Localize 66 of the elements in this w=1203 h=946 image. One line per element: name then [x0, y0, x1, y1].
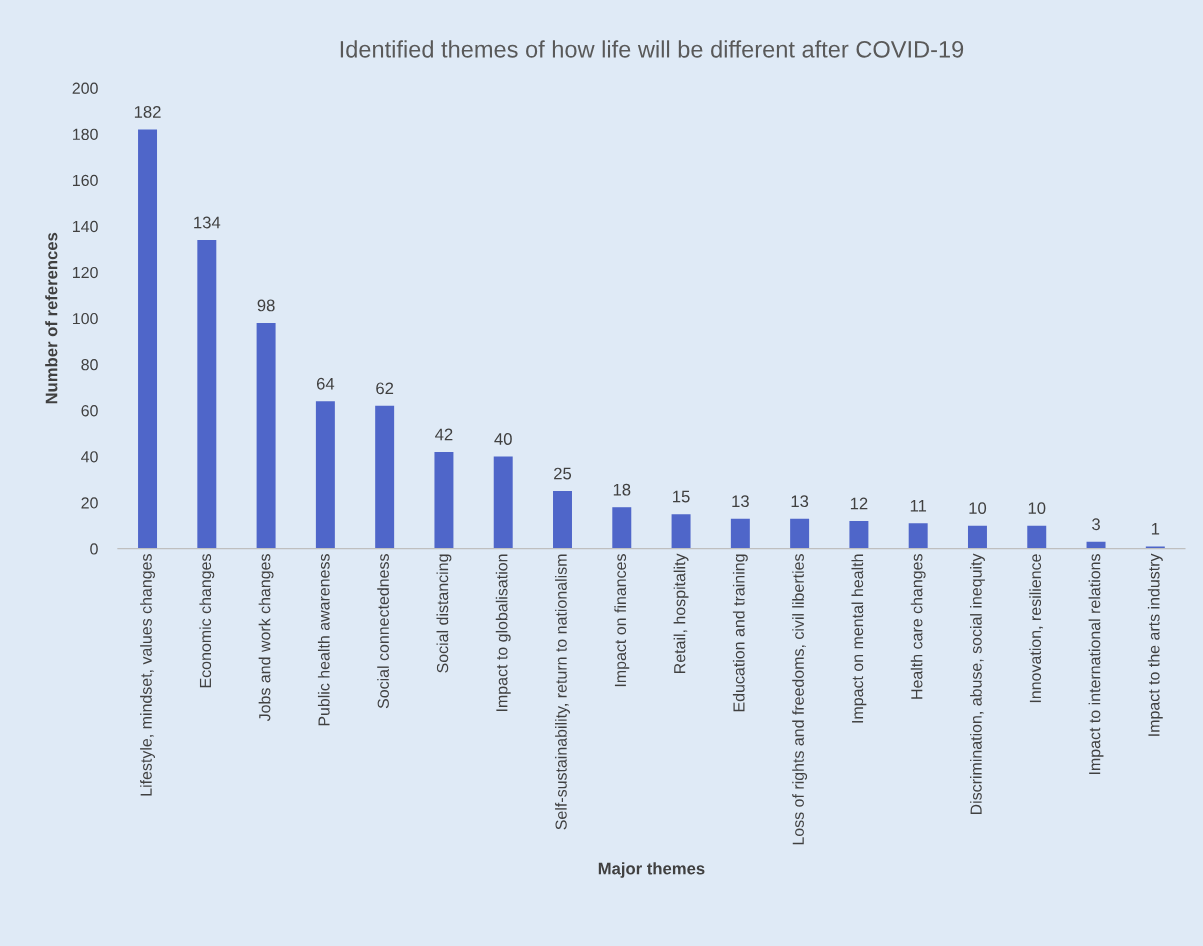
data-label: 13 [732, 495, 749, 508]
y-tick-label: 120 [73, 266, 98, 279]
data-label: 10 [969, 502, 987, 515]
data-label: 64 [316, 377, 335, 390]
data-label: 13 [791, 495, 809, 508]
bar [138, 129, 158, 549]
bar [967, 525, 987, 549]
x-tick-label: Impact on mental health [851, 554, 867, 723]
y-tick-label: 100 [73, 312, 98, 325]
y-tick-label: 0 [90, 543, 98, 555]
bar [493, 456, 513, 549]
x-tick-label: Health care changes [910, 554, 926, 699]
bar [1027, 525, 1047, 549]
bar [790, 518, 810, 549]
data-label: 18 [613, 483, 631, 496]
x-tick-label: Social distancing [436, 554, 452, 673]
x-tick-label: Innovation, resilience [1029, 554, 1043, 703]
x-axis-title: Major themes [598, 862, 705, 878]
y-axis-title: Number of references [45, 232, 58, 404]
bar [375, 405, 395, 549]
bar [612, 507, 632, 549]
y-tick-label: 180 [73, 128, 98, 140]
x-tick-label: Impact to globalisation [495, 554, 511, 711]
data-label: 1 [1151, 523, 1160, 535]
x-tick-label: Loss of rights and freedoms, civil liberties [792, 554, 808, 845]
bar [671, 514, 691, 549]
bar [908, 523, 928, 549]
data-label: 62 [376, 382, 394, 395]
y-tick-label: 140 [73, 220, 98, 233]
bar [256, 322, 276, 549]
data-label: 40 [494, 433, 512, 445]
bar [730, 518, 750, 549]
bar [849, 521, 869, 549]
data-label: 25 [554, 467, 572, 480]
x-tick-label: Education and training [732, 554, 748, 712]
x-tick-label: Self-sustainability, return to nationalism [555, 554, 570, 830]
y-tick-label: 20 [81, 497, 98, 509]
data-label: 134 [194, 216, 221, 229]
bar [434, 451, 454, 549]
x-tick-label: Social connectedness [377, 554, 389, 709]
x-tick-label: Public health awareness [317, 554, 330, 726]
y-tick-label: 200 [72, 82, 98, 94]
data-label: 12 [850, 497, 868, 510]
data-label: 182 [134, 106, 161, 118]
y-tick-label: 60 [81, 405, 98, 417]
y-tick-label: 160 [73, 174, 98, 187]
x-tick-label: Jobs and work changes [258, 554, 274, 722]
y-tick-label: 40 [81, 451, 98, 463]
x-tick-label: Impact on finances [614, 554, 630, 687]
data-label: 10 [1028, 502, 1046, 515]
bar [197, 240, 217, 549]
data-label: 11 [910, 500, 927, 512]
chart-title: Identified themes of how life will be different after COVID-19 [340, 40, 964, 58]
bar [315, 401, 335, 549]
data-label: 3 [1092, 518, 1100, 531]
y-tick-label: 80 [81, 359, 98, 371]
x-tick-label: Retail, hospitality [673, 553, 689, 673]
x-tick-label: Impact to international relations [1088, 554, 1104, 775]
data-label: 98 [257, 299, 275, 312]
x-tick-label: Lifestyle, mindset, values changes [140, 554, 155, 796]
data-label: 15 [673, 490, 690, 503]
x-tick-label: Impact to the arts industry [1147, 553, 1163, 736]
x-tick-label: Economic changes [199, 554, 215, 688]
data-label: 42 [435, 428, 453, 441]
bar [553, 491, 572, 549]
x-tick-label: Discrimination, abuse, social inequity [970, 553, 985, 815]
